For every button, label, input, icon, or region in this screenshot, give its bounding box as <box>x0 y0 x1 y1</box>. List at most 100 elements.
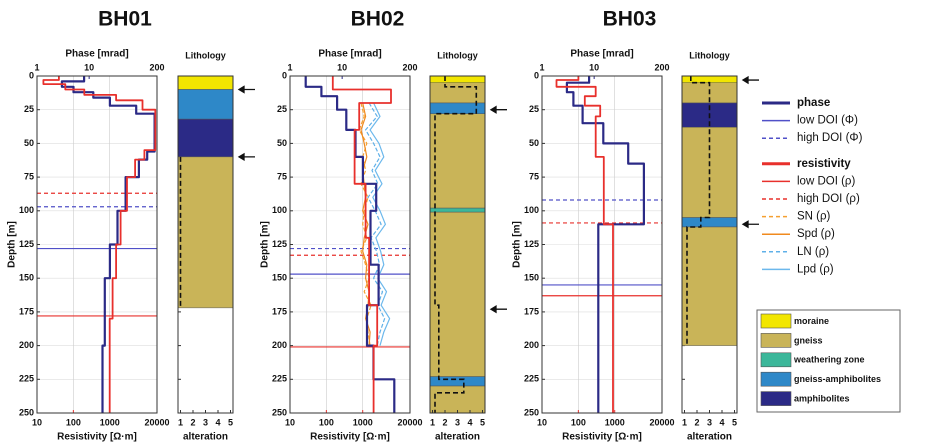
litho-title: Lithology <box>185 50 226 60</box>
legend-swatch <box>760 333 792 348</box>
alteration-tick-label: 5 <box>480 417 485 427</box>
y-tick-label: 50 <box>277 138 287 148</box>
panel-title: BH01 <box>98 8 152 31</box>
litho-layer <box>429 385 486 414</box>
alteration-label: alteration <box>687 432 732 443</box>
x-axis-label: Resistivity [Ω·m] <box>310 432 390 443</box>
x-tick-label: 1000 <box>100 417 120 427</box>
y-tick-label: 100 <box>272 205 287 215</box>
y-tick-label: 150 <box>524 273 539 283</box>
litho-layer <box>681 217 738 228</box>
alteration-tick-label: 3 <box>707 417 712 427</box>
x-tick-label: 10 <box>537 417 547 427</box>
x-tick-label: 20000 <box>649 417 674 427</box>
legend-label: moraine <box>794 316 829 326</box>
legend-label: amphibolites <box>794 393 850 403</box>
arrow <box>237 152 255 162</box>
x-tick-label: 20000 <box>144 417 169 427</box>
y-tick-label: 100 <box>524 205 539 215</box>
legend-label: gneiss <box>794 335 823 345</box>
y-tick-label: 200 <box>524 340 539 350</box>
alteration-tick-label: 1 <box>178 417 183 427</box>
y-tick-label: 25 <box>529 104 539 114</box>
profile-line <box>304 76 396 413</box>
y-tick-label: 225 <box>524 374 539 384</box>
litho-layer <box>429 211 486 377</box>
y-tick-label: 225 <box>19 374 34 384</box>
profile-line <box>42 76 157 413</box>
y-tick-label: 0 <box>282 70 287 80</box>
legend-swatch <box>760 371 792 387</box>
litho-layer <box>177 118 234 158</box>
y-tick-label: 250 <box>272 407 287 417</box>
y-tick-label: 25 <box>277 104 287 114</box>
y-tick-label: 125 <box>524 239 539 249</box>
alteration-tick-label: 3 <box>455 417 460 427</box>
x2-tick-label: 1 <box>539 62 544 72</box>
x2-tick-label: 1 <box>287 62 292 72</box>
y-axis-label: Depth [m] <box>7 221 18 268</box>
y-axis-label: Depth [m] <box>260 221 271 268</box>
y-tick-label: 75 <box>24 171 34 181</box>
litho-title: Lithology <box>689 50 730 60</box>
x2-tick-label: 200 <box>149 62 164 72</box>
legend-label: high DOI (ρ) <box>797 193 860 205</box>
y-tick-label: 225 <box>272 374 287 384</box>
y-tick-label: 0 <box>534 70 539 80</box>
x-tick-label: 20000 <box>397 417 422 427</box>
litho-layer <box>177 156 234 309</box>
litho-layer <box>177 75 234 90</box>
y-tick-label: 200 <box>19 340 34 350</box>
x2-tick-label: 200 <box>402 62 417 72</box>
y-tick-label: 75 <box>277 171 287 181</box>
litho-layer <box>681 226 738 346</box>
profile-line <box>331 76 392 413</box>
arrow <box>741 75 759 85</box>
alteration-tick-label: 2 <box>190 417 195 427</box>
y-tick-label: 150 <box>272 273 287 283</box>
alteration-tick-label: 4 <box>215 417 220 427</box>
x-tick-label: 10 <box>285 417 295 427</box>
legend-label: Lpd (ρ) <box>797 263 834 275</box>
y-tick-label: 75 <box>529 171 539 181</box>
arrow <box>741 220 759 229</box>
alteration-tick-label: 5 <box>732 417 737 427</box>
plot-frame <box>36 75 158 414</box>
x2-tick-label: 10 <box>589 62 599 72</box>
alteration-tick-label: 1 <box>430 417 435 427</box>
alteration-label: alteration <box>435 432 480 443</box>
legend-label: low DOI (Φ) <box>797 115 858 127</box>
plot-frame <box>541 75 663 414</box>
legend-label: SN (ρ) <box>797 211 831 223</box>
litho-layer <box>429 75 486 83</box>
x-tick-label: 10 <box>32 417 42 427</box>
profile-line <box>358 102 372 346</box>
profile-line <box>555 76 614 413</box>
alteration-tick-label: 4 <box>467 417 472 427</box>
alteration-tick-label: 3 <box>203 417 208 427</box>
alteration-label: alteration <box>183 432 228 443</box>
legend-label: gneiss-amphibolites <box>794 374 881 384</box>
legend-label: high DOI (Φ) <box>797 132 863 144</box>
x-tick-label: 1000 <box>353 417 373 427</box>
y-tick-label: 50 <box>24 138 34 148</box>
y-tick-label: 125 <box>19 239 34 249</box>
x-tick-label: 100 <box>66 417 81 427</box>
legend-label: low DOI (ρ) <box>797 175 855 187</box>
x2-axis-label: Phase [mrad] <box>65 49 128 60</box>
x-tick-label: 1000 <box>605 417 625 427</box>
legend-label: weathering zone <box>793 355 865 365</box>
arrow <box>237 85 255 94</box>
alteration-tick-label: 2 <box>694 417 699 427</box>
x2-tick-label: 1 <box>34 62 39 72</box>
y-tick-label: 175 <box>524 306 539 316</box>
y-axis-label: Depth [m] <box>512 221 523 268</box>
x2-tick-label: 200 <box>654 62 669 72</box>
legend-swatch <box>760 391 792 406</box>
litho-layer <box>429 113 486 209</box>
arrow <box>489 105 507 114</box>
litho-title: Lithology <box>437 50 478 60</box>
x2-axis-label: Phase [mrad] <box>570 49 633 60</box>
legend-label: phase <box>797 97 830 109</box>
